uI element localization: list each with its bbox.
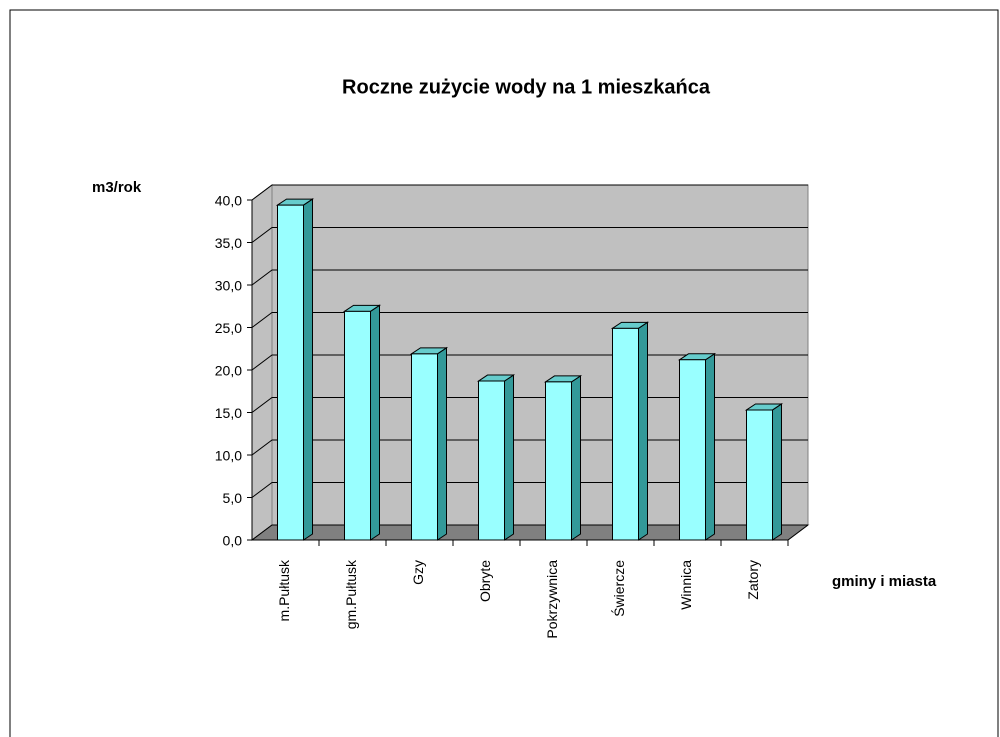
x-axis-depth [787,524,809,541]
chart-title: Roczne zużycie wody na 1 mieszkańca [342,76,711,98]
x-tick-label: gm.Pułtusk [343,559,359,629]
x-tick-label: Gzy [410,560,426,585]
bar [476,374,516,541]
bar-side [370,304,380,541]
x-axis-title: gminy i miasta [832,573,937,590]
y-tick-label: 35,0 [215,235,242,251]
y-tick-label: 25,0 [215,320,242,336]
bar-side [638,321,648,541]
bar [744,403,784,541]
frame [9,9,999,737]
x-tick-label: m.Pułtusk [276,559,292,621]
bar-side [437,346,447,541]
bar-side [705,352,715,541]
x-tick-label: Obryte [477,560,493,602]
y-axis-title: m3/rok [92,179,142,196]
x-tick-label: Świercze [610,560,627,617]
bar-side [303,198,313,541]
y-tick-label: 0,0 [223,533,243,549]
bar [409,346,449,541]
y-tick-label: 20,0 [215,363,242,379]
x-tick-label: Winnica [678,560,694,610]
grid-line [251,269,808,286]
bar-front [277,204,304,541]
bar [275,198,315,541]
grid-line [251,184,808,201]
bar-front [679,359,706,541]
bar-side [772,403,782,541]
bar-front [746,409,773,541]
bar-side [571,374,581,541]
bar-side [504,374,514,541]
grid-line [251,312,808,328]
x-tick-label: Pokrzywnica [544,560,560,639]
y-tick-label: 5,0 [223,490,243,506]
bar-front [411,353,438,541]
bar [677,352,717,541]
bar [610,321,650,541]
y-tick-label: 40,0 [215,193,242,209]
y-tick-label: 15,0 [215,405,242,421]
bar-front [612,327,639,541]
bar [342,304,382,541]
y-tick-label: 10,0 [215,448,242,464]
grid-line [251,227,808,243]
bar [543,374,583,541]
x-tick-label: Zatory [745,560,761,600]
floor [250,524,810,541]
bar-front [478,380,505,541]
bar-front [545,381,572,541]
bar-front [344,310,371,541]
y-tick-label: 30,0 [215,278,242,294]
